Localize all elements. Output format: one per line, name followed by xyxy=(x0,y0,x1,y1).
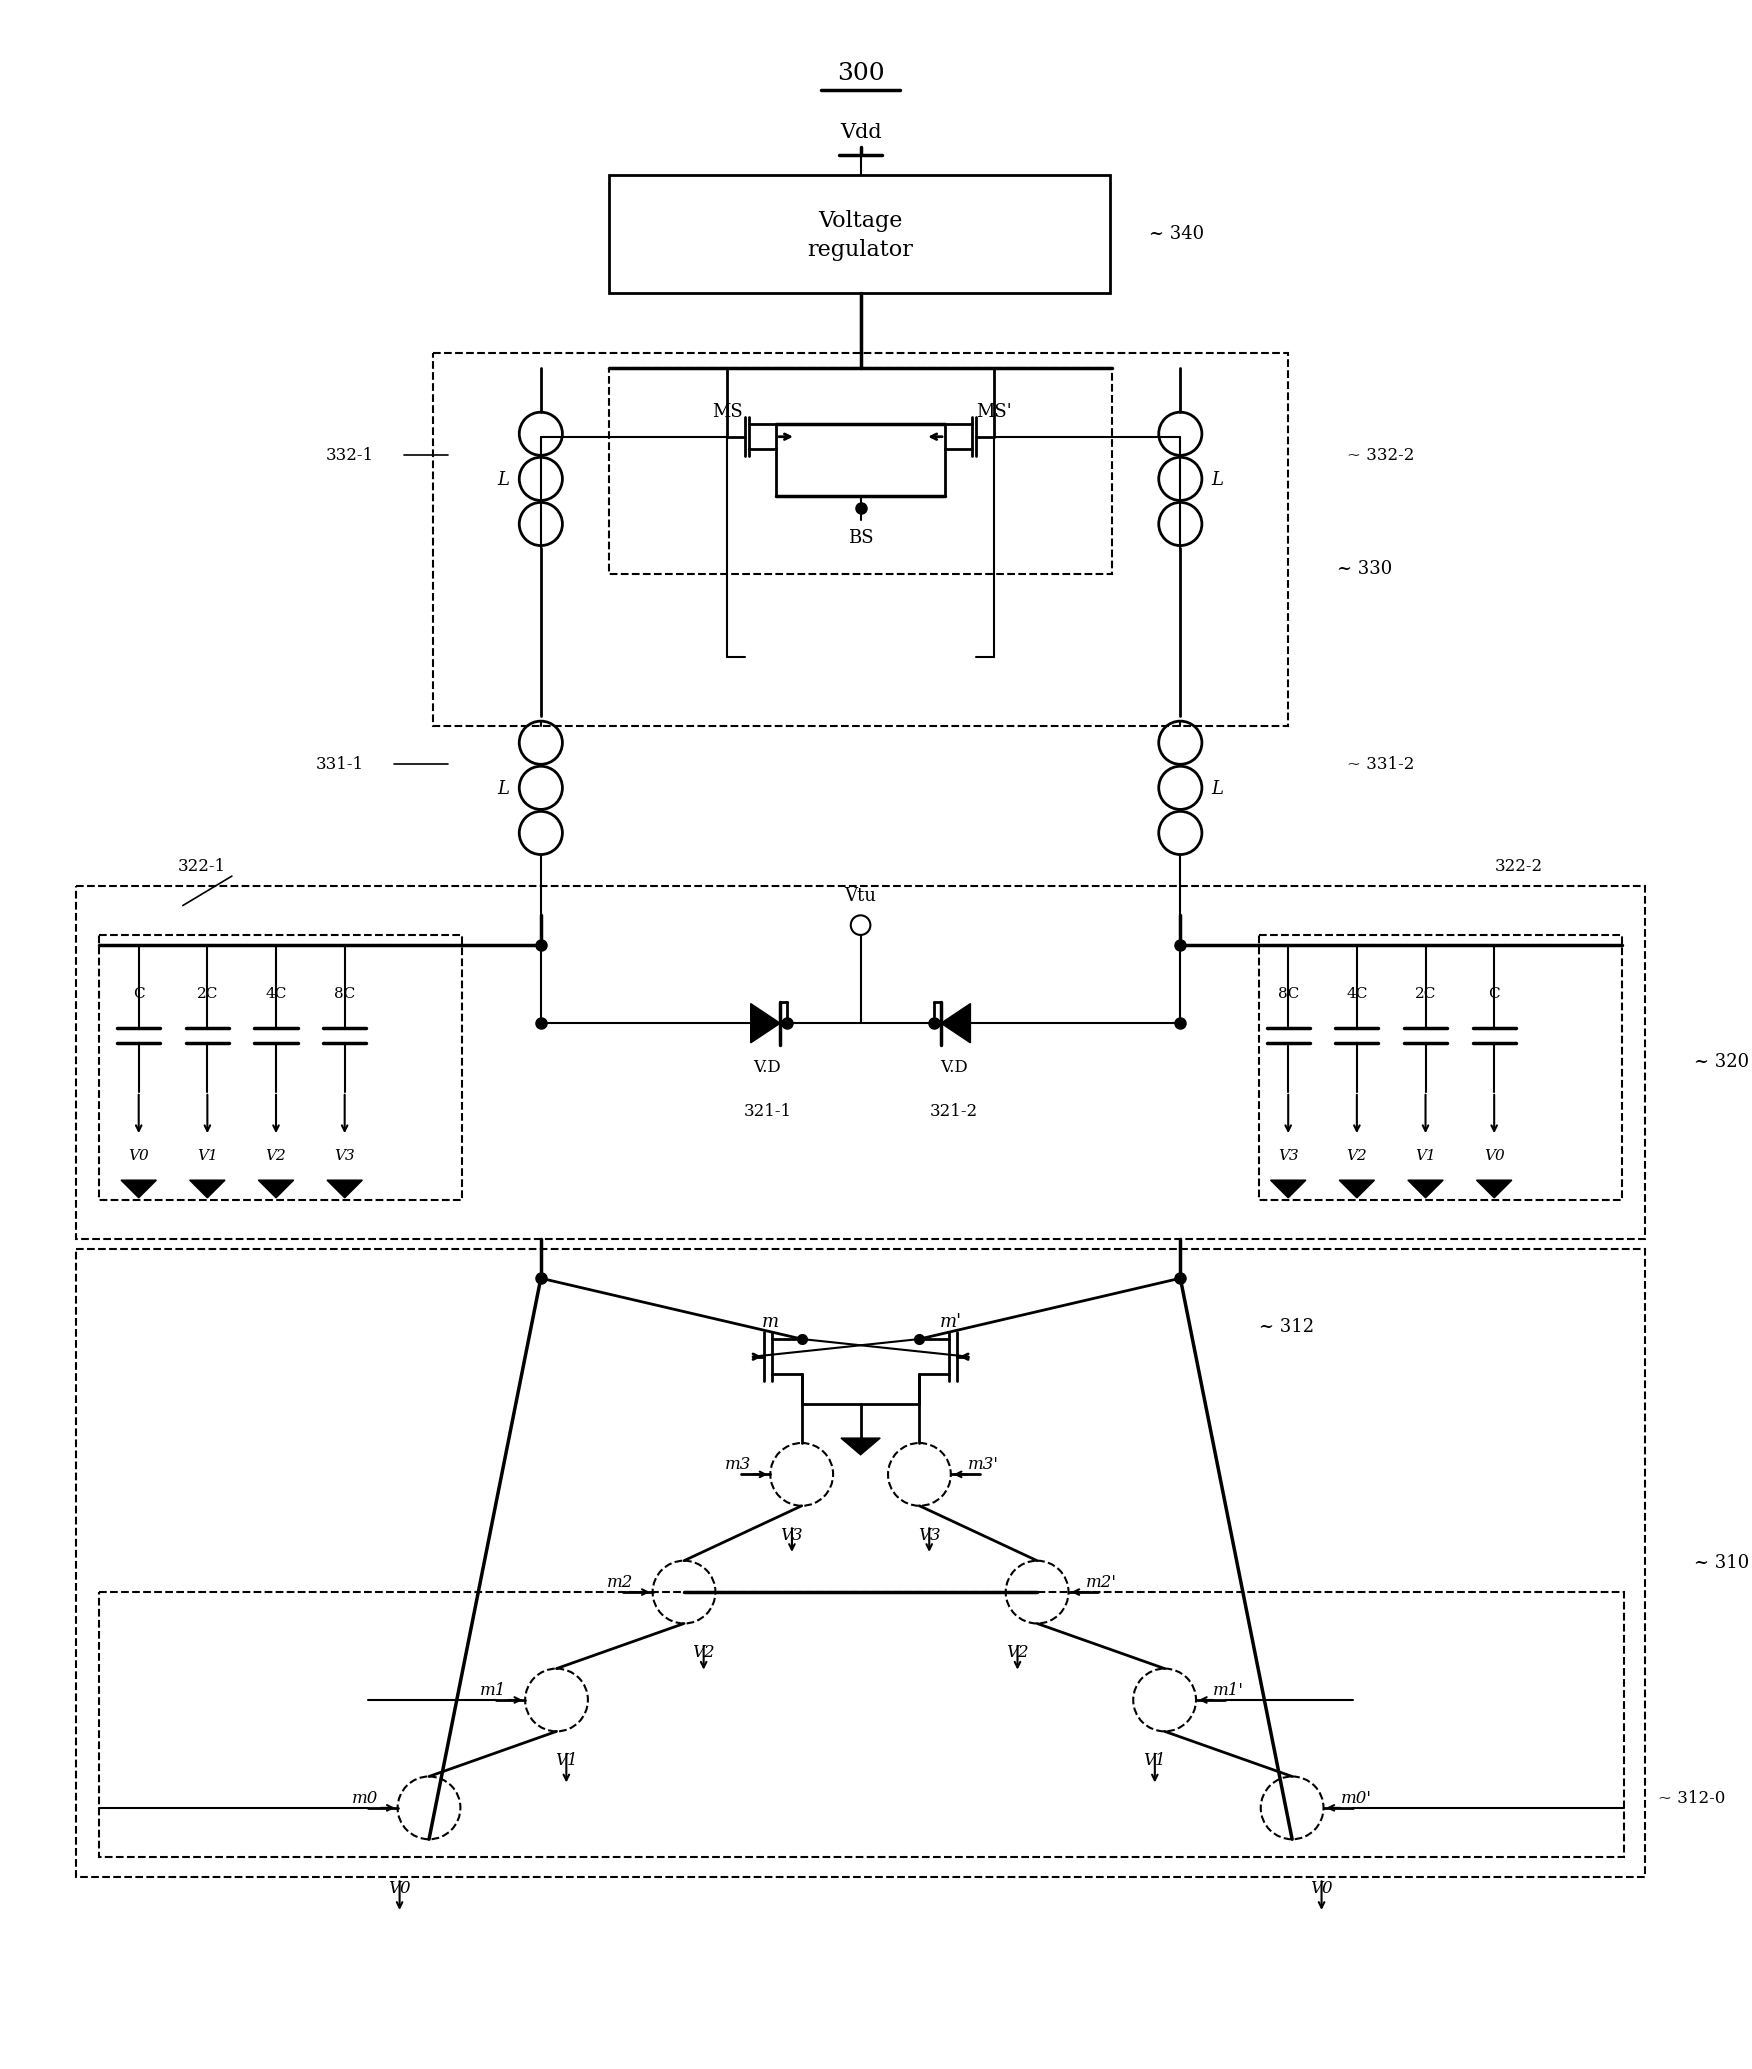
Text: V1: V1 xyxy=(196,1148,217,1163)
Text: ~ 320: ~ 320 xyxy=(1694,1053,1750,1072)
Text: BS: BS xyxy=(848,530,874,546)
Text: 300: 300 xyxy=(837,62,885,85)
Bar xyxy=(433,354,1288,726)
Bar xyxy=(100,935,463,1200)
Text: 322-1: 322-1 xyxy=(179,859,226,875)
Text: 322-2: 322-2 xyxy=(1494,859,1544,875)
Text: ~ 312: ~ 312 xyxy=(1258,1318,1314,1337)
Text: ~ 331-2: ~ 331-2 xyxy=(1347,755,1414,774)
Text: 4C: 4C xyxy=(1346,987,1368,1001)
Text: V0: V0 xyxy=(1484,1148,1505,1163)
Bar xyxy=(75,886,1645,1239)
Text: V0: V0 xyxy=(128,1148,149,1163)
Text: 8C: 8C xyxy=(335,987,356,1001)
Text: m1': m1' xyxy=(1212,1682,1244,1699)
Text: m0': m0' xyxy=(1340,1790,1372,1806)
Text: ~ 340: ~ 340 xyxy=(1149,226,1204,242)
Text: ~ 332-2: ~ 332-2 xyxy=(1347,447,1414,463)
Text: 8C: 8C xyxy=(1277,987,1298,1001)
Text: m0: m0 xyxy=(352,1790,378,1806)
Text: C: C xyxy=(1489,987,1500,1001)
Text: L: L xyxy=(498,780,510,799)
Text: 331-1: 331-1 xyxy=(315,755,364,774)
Text: V2: V2 xyxy=(266,1148,286,1163)
Text: 2C: 2C xyxy=(196,987,217,1001)
Text: L: L xyxy=(1212,780,1223,799)
Text: m1: m1 xyxy=(480,1682,506,1699)
Polygon shape xyxy=(841,1438,880,1455)
Bar xyxy=(610,174,1109,292)
Text: V1: V1 xyxy=(1416,1148,1437,1163)
Text: V1: V1 xyxy=(1144,1752,1167,1769)
Text: MS': MS' xyxy=(976,403,1011,422)
Text: C: C xyxy=(133,987,144,1001)
Bar xyxy=(610,368,1113,573)
Text: V2: V2 xyxy=(1347,1148,1367,1163)
Text: m2: m2 xyxy=(608,1575,634,1591)
Text: L: L xyxy=(498,472,510,488)
Text: V3: V3 xyxy=(918,1527,941,1543)
Polygon shape xyxy=(941,1003,971,1043)
Text: V3: V3 xyxy=(335,1148,356,1163)
Text: L: L xyxy=(1212,472,1223,488)
Text: m3: m3 xyxy=(725,1457,752,1473)
Text: MS: MS xyxy=(711,403,743,422)
Bar xyxy=(75,1250,1645,1877)
Polygon shape xyxy=(1339,1179,1375,1198)
Text: V0: V0 xyxy=(389,1881,412,1897)
Text: 332-1: 332-1 xyxy=(326,447,375,463)
Bar xyxy=(1258,935,1622,1200)
Polygon shape xyxy=(189,1179,224,1198)
Polygon shape xyxy=(1270,1179,1305,1198)
Text: regulator: regulator xyxy=(808,240,913,261)
Polygon shape xyxy=(1409,1179,1444,1198)
Text: V3: V3 xyxy=(781,1527,802,1543)
Text: ~ 330: ~ 330 xyxy=(1337,561,1393,577)
Polygon shape xyxy=(750,1003,780,1043)
Text: 4C: 4C xyxy=(265,987,287,1001)
Text: V.D: V.D xyxy=(753,1059,781,1076)
Text: Voltage: Voltage xyxy=(818,209,902,232)
Polygon shape xyxy=(258,1179,294,1198)
Polygon shape xyxy=(1477,1179,1512,1198)
Text: m: m xyxy=(762,1314,780,1330)
Text: 321-2: 321-2 xyxy=(930,1103,978,1119)
Bar xyxy=(100,1591,1624,1856)
Text: m3': m3' xyxy=(967,1457,999,1473)
Text: V2: V2 xyxy=(1006,1645,1028,1661)
Text: Vtu: Vtu xyxy=(844,888,876,904)
Text: 2C: 2C xyxy=(1416,987,1437,1001)
Polygon shape xyxy=(328,1179,363,1198)
Text: ~ 312-0: ~ 312-0 xyxy=(1657,1790,1726,1806)
Polygon shape xyxy=(121,1179,156,1198)
Text: Vdd: Vdd xyxy=(839,124,881,143)
Text: ~ 310: ~ 310 xyxy=(1694,1554,1750,1572)
Text: V0: V0 xyxy=(1310,1881,1333,1897)
Text: V1: V1 xyxy=(555,1752,578,1769)
Text: m2': m2' xyxy=(1086,1575,1116,1591)
Text: V.D: V.D xyxy=(939,1059,967,1076)
Text: m': m' xyxy=(939,1314,962,1330)
Text: 321-1: 321-1 xyxy=(743,1103,792,1119)
Text: V3: V3 xyxy=(1277,1148,1298,1163)
Text: V2: V2 xyxy=(692,1645,715,1661)
